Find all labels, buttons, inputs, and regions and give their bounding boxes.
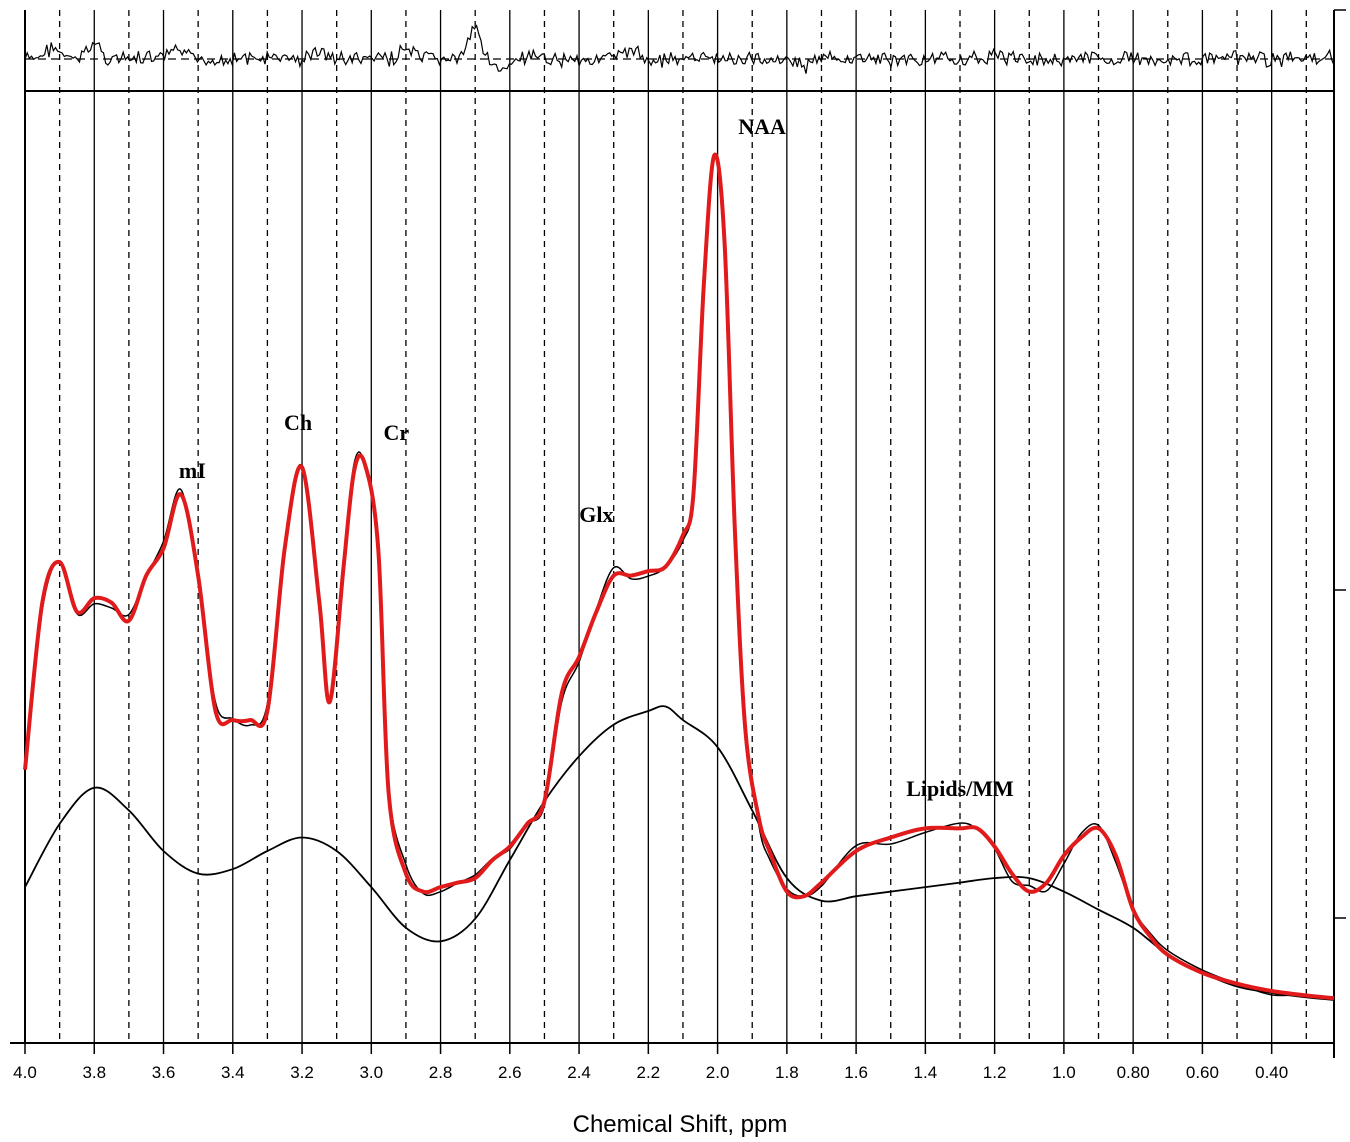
- x-tick-label: 1.0: [1052, 1063, 1076, 1082]
- peak-label: Glx: [579, 502, 613, 527]
- x-tick-label: 1.4: [914, 1063, 938, 1082]
- x-tick-label: 1.6: [844, 1063, 868, 1082]
- baseline-curve: [24, 705, 1335, 1001]
- x-axis-ticks: 4.0 3.8 3.6 3.4 3.2 3.0 2.8 2.6 2.4 2.2 2.0 1.8 1.6 1…: [13, 1043, 1288, 1082]
- x-tick-label: 0.80: [1117, 1063, 1150, 1082]
- x-tick-label: 4.0: [13, 1063, 37, 1082]
- residual-panel: [24, 24, 1335, 74]
- fit-spectrum-line: [23, 152, 1335, 1001]
- x-tick-label: 2.8: [429, 1063, 453, 1082]
- x-tick-label: 1.2: [983, 1063, 1007, 1082]
- x-tick-label: 0.40: [1255, 1063, 1288, 1082]
- grid-lines: [58, 10, 1307, 1043]
- peak-label: Cr: [384, 420, 410, 445]
- peak-label: mI: [179, 458, 206, 483]
- x-tick-label: 2.2: [637, 1063, 661, 1082]
- x-tick-label: 1.8: [775, 1063, 799, 1082]
- x-tick-label: 3.0: [359, 1063, 383, 1082]
- spectrum-curves: [23, 152, 1335, 1001]
- peak-label: Ch: [284, 410, 312, 435]
- peak-label: Lipids/MM: [906, 776, 1014, 801]
- x-axis-label: Chemical Shift, ppm: [573, 1111, 788, 1138]
- x-tick-label: 0.60: [1186, 1063, 1219, 1082]
- x-tick-label: 3.6: [152, 1063, 176, 1082]
- x-tick-label: 2.4: [567, 1063, 591, 1082]
- x-tick-label: 3.8: [82, 1063, 106, 1082]
- x-tick-label: 2.0: [706, 1063, 730, 1082]
- residual-trace: [24, 24, 1335, 74]
- x-tick-label: 2.6: [498, 1063, 522, 1082]
- peak-label: NAA: [738, 114, 786, 139]
- x-tick-label: 3.2: [290, 1063, 314, 1082]
- peak-labels: mI Ch Cr Glx NAA Lipids/MM: [179, 114, 1014, 801]
- plot-frame: [10, 9, 1346, 1058]
- x-tick-label: 3.4: [221, 1063, 245, 1082]
